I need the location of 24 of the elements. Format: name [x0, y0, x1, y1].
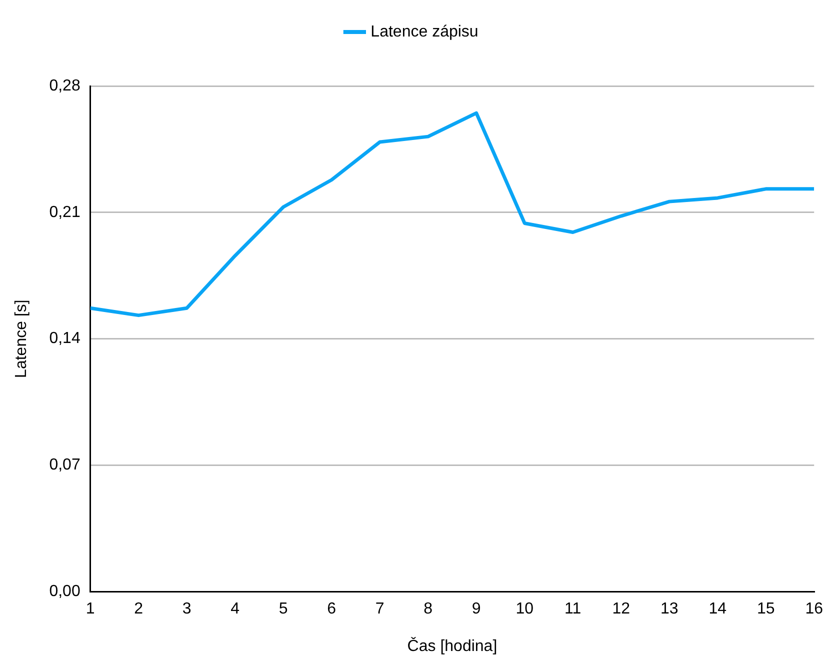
y-tick-label: 0,00: [49, 583, 80, 600]
y-tick-label: 0,21: [49, 204, 80, 221]
x-tick-label: 2: [134, 600, 144, 618]
x-tick-label: 13: [660, 600, 678, 618]
y-axis-title: Latence [s]: [13, 300, 30, 378]
legend-label: Latence zápisu: [370, 23, 478, 40]
y-tick-label: 0,14: [49, 330, 80, 348]
x-axis-title: Čas [hodina]: [407, 636, 498, 655]
x-tick-label: 7: [375, 600, 384, 618]
x-tick-label: 11: [564, 600, 582, 618]
y-tick-label: 0,07: [49, 456, 80, 474]
x-tick-label: 6: [327, 600, 336, 618]
x-tick-label: 1: [86, 600, 95, 618]
x-tick-label: 5: [278, 600, 288, 618]
x-tick-label: 10: [516, 600, 534, 618]
x-tick-label: 4: [230, 600, 240, 618]
x-tick-label: 12: [612, 600, 630, 618]
x-tick-label: 3: [182, 600, 192, 618]
x-tick-label: 15: [756, 600, 775, 618]
x-tick-label: 14: [708, 600, 727, 618]
x-tick-label: 8: [424, 600, 433, 618]
x-tick-label: 9: [472, 600, 481, 618]
y-tick-label: 0,28: [49, 77, 80, 94]
x-tick-label: 16: [805, 600, 824, 618]
